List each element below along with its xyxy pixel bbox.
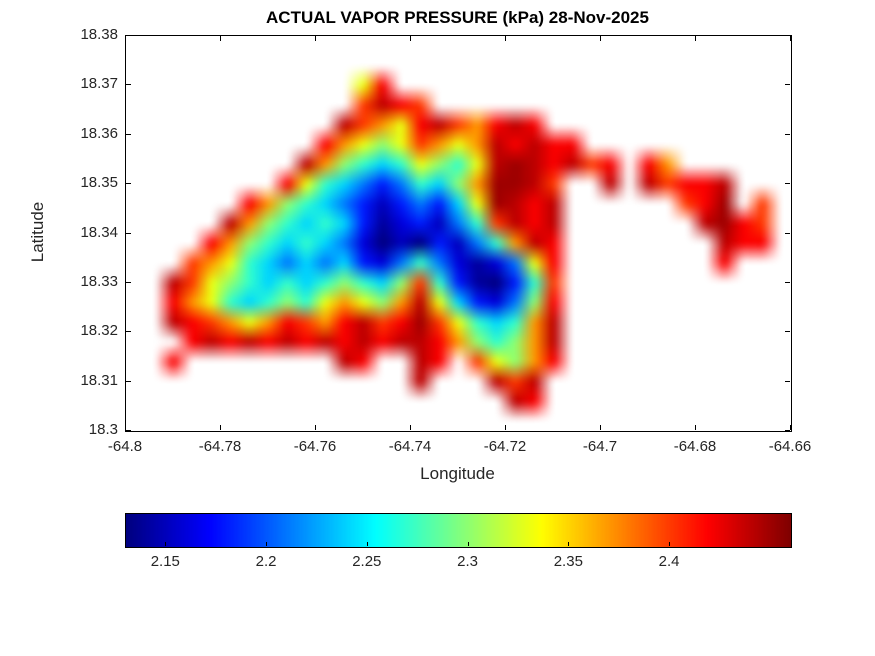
x-tick-mark bbox=[125, 36, 126, 41]
colorbar-canvas bbox=[126, 514, 791, 547]
y-tick-mark bbox=[785, 281, 790, 283]
y-tick-mark bbox=[785, 35, 790, 36]
y-tick-mark bbox=[126, 232, 131, 234]
x-tick-label: -64.7 bbox=[582, 438, 618, 455]
colorbar-tick-mark bbox=[266, 542, 268, 546]
colorbar-tick-mark bbox=[669, 542, 671, 546]
x-tick-mark bbox=[125, 425, 126, 430]
y-tick-mark bbox=[785, 232, 790, 234]
colorbar-tick-mark bbox=[467, 542, 469, 546]
y-tick-label: 18.34 bbox=[80, 223, 118, 241]
y-tick-mark bbox=[126, 331, 131, 333]
y-tick-mark bbox=[126, 430, 131, 431]
colorbar-tick-label: 2.35 bbox=[553, 553, 583, 570]
colorbar-tick-label: 2.2 bbox=[255, 553, 277, 570]
y-tick-mark bbox=[126, 84, 131, 86]
y-tick-label: 18.32 bbox=[80, 322, 118, 340]
colorbar-tick-label: 2.25 bbox=[352, 553, 382, 570]
x-tick-label: -64.66 bbox=[768, 438, 812, 455]
colorbar-tick-mark bbox=[366, 542, 368, 546]
y-tick-mark bbox=[126, 35, 131, 36]
colorbar-tick-mark bbox=[568, 542, 570, 546]
y-tick-mark bbox=[785, 183, 790, 185]
y-tick-label: 18.3 bbox=[88, 421, 118, 438]
x-tick-label: -64.68 bbox=[673, 438, 717, 455]
colorbar-tick-mark bbox=[165, 542, 167, 546]
x-tick-label: -64.78 bbox=[198, 438, 242, 455]
y-tick-mark bbox=[785, 84, 790, 86]
y-tick-mark bbox=[785, 430, 790, 431]
x-tick-mark bbox=[220, 425, 221, 430]
colorbar-tick-label: 2.4 bbox=[658, 553, 680, 570]
x-tick-mark bbox=[600, 36, 601, 41]
y-tick-mark bbox=[785, 133, 790, 135]
y-tick-mark bbox=[785, 380, 790, 382]
colorbar bbox=[125, 513, 792, 548]
x-tick-label: -64.8 bbox=[107, 438, 143, 455]
x-tick-mark bbox=[790, 425, 791, 430]
x-axis-label: Longitude bbox=[420, 464, 495, 483]
x-tick-mark bbox=[695, 425, 696, 430]
x-tick-mark bbox=[410, 425, 411, 430]
y-tick-mark bbox=[785, 331, 790, 333]
heatmap-canvas bbox=[126, 36, 791, 431]
x-tick-mark bbox=[790, 36, 791, 41]
colorbar-tick-label: 2.3 bbox=[457, 553, 478, 570]
chart-title: ACTUAL VAPOR PRESSURE (kPa) 28-Nov-2025 bbox=[266, 8, 649, 27]
y-tick-mark bbox=[126, 281, 131, 283]
y-tick-label: 18.35 bbox=[80, 174, 118, 192]
y-tick-label: 18.33 bbox=[80, 272, 118, 290]
x-tick-mark bbox=[505, 36, 506, 41]
y-tick-mark bbox=[126, 380, 131, 382]
x-tick-mark bbox=[315, 36, 316, 41]
x-tick-mark bbox=[695, 36, 696, 41]
y-tick-label: 18.31 bbox=[80, 371, 118, 389]
x-tick-label: -64.74 bbox=[388, 438, 432, 455]
x-tick-label: -64.72 bbox=[483, 438, 527, 455]
x-tick-mark bbox=[600, 425, 601, 430]
y-tick-mark bbox=[126, 183, 131, 185]
y-tick-label: 18.37 bbox=[80, 75, 118, 93]
plot-area bbox=[125, 35, 792, 432]
y-tick-label: 18.38 bbox=[80, 26, 118, 43]
x-tick-mark bbox=[410, 36, 411, 41]
x-tick-mark bbox=[220, 36, 221, 41]
y-tick-label: 18.36 bbox=[80, 124, 118, 142]
y-axis-label: Latitude bbox=[28, 201, 47, 263]
colorbar-tick-label: 2.15 bbox=[150, 553, 180, 570]
x-tick-mark bbox=[315, 425, 316, 430]
x-tick-label: -64.76 bbox=[293, 438, 337, 455]
y-tick-mark bbox=[126, 133, 131, 135]
x-tick-mark bbox=[505, 425, 506, 430]
